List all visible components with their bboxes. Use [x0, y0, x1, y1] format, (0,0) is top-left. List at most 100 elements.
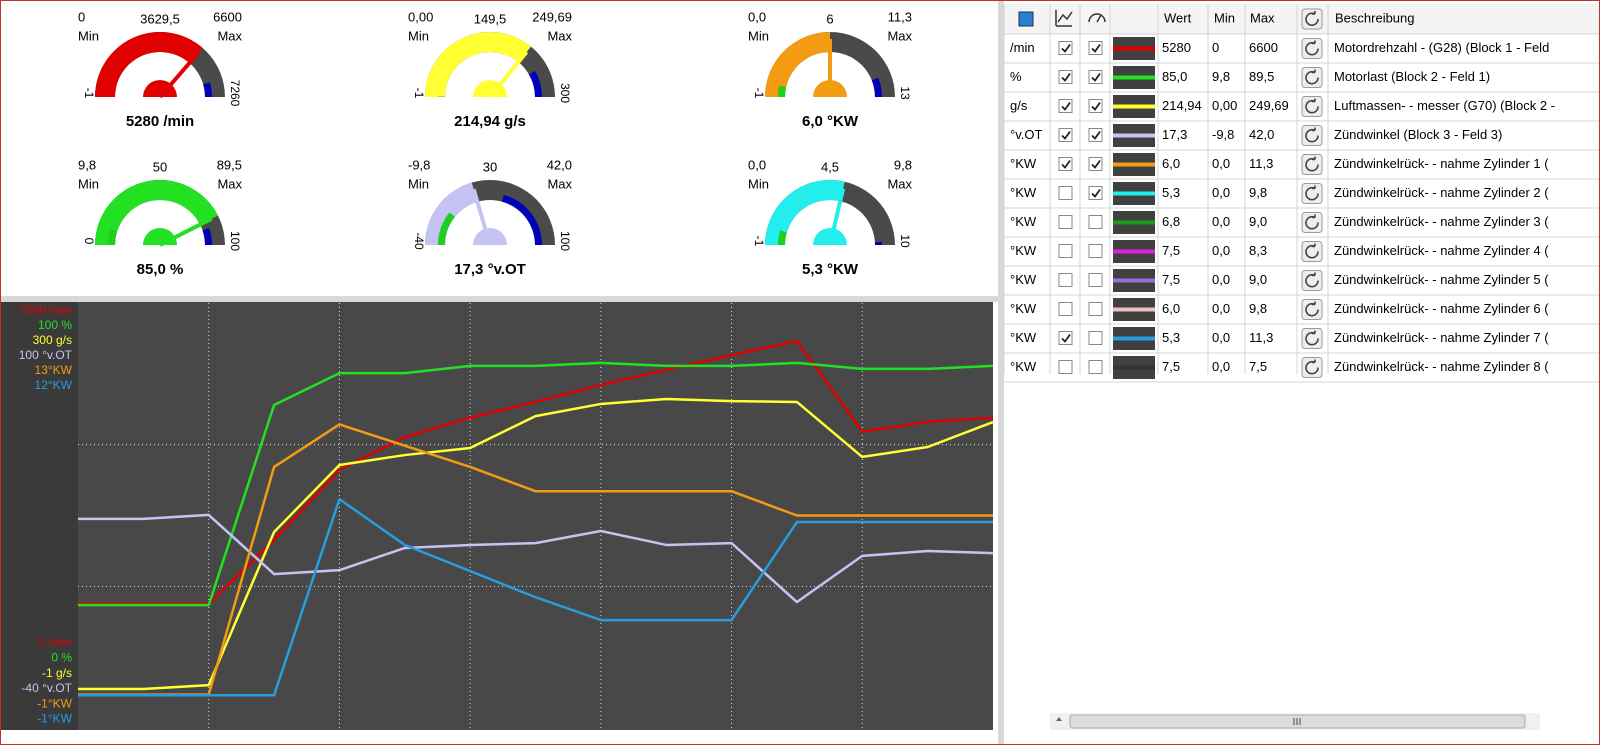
value-cell: 7,5 — [1162, 243, 1180, 258]
max-caption: Max — [217, 28, 242, 43]
gauge-value: 214,94 g/s — [454, 113, 526, 130]
min-cell: 0,0 — [1212, 330, 1230, 345]
scroll-left[interactable] — [1056, 717, 1062, 725]
checkbox[interactable] — [1058, 70, 1073, 84]
reset-button[interactable] — [1301, 183, 1323, 204]
checkbox[interactable] — [1088, 302, 1103, 316]
checkbox[interactable] — [1088, 215, 1103, 229]
scale-end-label: 300 — [558, 83, 572, 103]
checkbox[interactable] — [1058, 215, 1073, 229]
min-caption: Min — [408, 176, 429, 191]
max-label: 42,0 — [547, 157, 572, 172]
color-line — [1113, 133, 1155, 138]
checkbox[interactable] — [1088, 331, 1103, 345]
reset-button[interactable] — [1301, 212, 1323, 233]
reset-button[interactable] — [1301, 154, 1323, 175]
reset-button[interactable] — [1301, 270, 1323, 291]
max-cell: 9,8 — [1249, 185, 1267, 200]
checkbox[interactable] — [1088, 360, 1103, 374]
axis-min-label: -1 g/s — [42, 666, 72, 680]
min-cell: 0 — [1212, 40, 1219, 55]
reset-button[interactable] — [1301, 357, 1323, 378]
unit-cell: °KW — [1010, 214, 1037, 229]
checkbox[interactable] — [1088, 128, 1103, 142]
max-cell: 89,5 — [1249, 69, 1274, 84]
checkbox[interactable] — [1058, 157, 1073, 171]
gauge-value: 5280 /min — [126, 113, 194, 130]
reset-button[interactable] — [1301, 328, 1323, 349]
reset-icon — [1305, 40, 1319, 56]
checkbox[interactable] — [1058, 331, 1073, 345]
reset-button[interactable] — [1301, 67, 1323, 88]
unit-cell: °KW — [1010, 185, 1037, 200]
min-cell: 0,0 — [1212, 214, 1230, 229]
max-label: 249,69 — [532, 9, 572, 24]
reset-button[interactable] — [1301, 38, 1323, 59]
color-line — [1113, 220, 1155, 225]
description-cell: Motordrehzahl - (G28) (Block 1 - Feld — [1334, 40, 1549, 55]
gauge-hub — [813, 228, 847, 245]
scale-start-label: -1 — [412, 88, 426, 99]
color-line — [1113, 249, 1155, 254]
checkbox[interactable] — [1058, 128, 1073, 142]
checkbox[interactable] — [1088, 99, 1103, 113]
description-cell: Zündwinkelrück- - nahme Zylinder 2 ( — [1334, 185, 1549, 200]
description-cell: Motorlast (Block 2 - Feld 1) — [1334, 69, 1490, 84]
scale-end-label: 13 — [898, 86, 912, 100]
checkbox[interactable] — [1058, 273, 1073, 287]
checkbox[interactable] — [1088, 273, 1103, 287]
axis-min-label: -1°KW — [37, 696, 72, 710]
checkbox[interactable] — [1088, 157, 1103, 171]
checkbox[interactable] — [1058, 244, 1073, 258]
description-cell: Zündwinkelrück- - nahme Zylinder 3 ( — [1334, 214, 1549, 229]
min-label: 0,00 — [408, 9, 433, 24]
reset-button[interactable] — [1301, 299, 1323, 320]
checkbox[interactable] — [1088, 244, 1103, 258]
scale-start-label: -40 — [412, 232, 426, 250]
checkmark — [1061, 333, 1071, 343]
reset-icon — [1305, 214, 1319, 230]
description-cell: Zündwinkelrück- - nahme Zylinder 4 ( — [1334, 243, 1549, 258]
checkbox[interactable] — [1088, 41, 1103, 55]
checkbox[interactable] — [1058, 186, 1073, 200]
unit-cell: °KW — [1010, 330, 1037, 345]
min-cell: -9,8 — [1212, 127, 1234, 142]
icon-chart[interactable] — [1055, 10, 1073, 27]
max-caption: Max — [887, 28, 912, 43]
scrollbar — [1050, 713, 1540, 730]
axis-max-label: 100 °v.OT — [19, 348, 73, 362]
checkbox[interactable] — [1058, 302, 1073, 316]
min-cell: 0,0 — [1212, 359, 1230, 374]
value-cell: 7,5 — [1162, 272, 1180, 287]
checkbox[interactable] — [1088, 186, 1103, 200]
gauge-value: 5,3 °KW — [802, 261, 859, 278]
splitter — [998, 0, 1004, 745]
description-cell: Zündwinkel (Block 3 - Feld 3) — [1334, 127, 1502, 142]
min-caption: Min — [78, 176, 99, 191]
min-cell: 9,8 — [1212, 69, 1230, 84]
gauge-value: 6,0 °KW — [802, 113, 859, 130]
reset-icon — [1305, 69, 1319, 85]
value-cell: 6,0 — [1162, 301, 1180, 316]
axis-max-label: 7260 /min — [19, 303, 72, 317]
reset-button[interactable] — [1301, 96, 1323, 117]
reset-button[interactable] — [1301, 125, 1323, 146]
checkbox[interactable] — [1058, 99, 1073, 113]
reset-button[interactable] — [1301, 241, 1323, 262]
series-line — [78, 361, 994, 607]
checkmark — [1061, 43, 1071, 53]
reset-button[interactable] — [1301, 8, 1323, 30]
gauge-max-band — [871, 77, 882, 97]
checkbox[interactable] — [1058, 360, 1073, 374]
max-caption: Max — [547, 28, 572, 43]
mid-label: 6 — [826, 11, 833, 26]
checkbox[interactable] — [1058, 41, 1073, 55]
checkbox[interactable] — [1088, 70, 1103, 84]
scale-start-label: -1 — [82, 88, 96, 99]
max-cell: 11,3 — [1249, 156, 1273, 171]
gauge-fill — [95, 31, 203, 98]
icon-select[interactable] — [1018, 11, 1034, 27]
series-line — [78, 497, 993, 697]
icon-gauge[interactable] — [1088, 13, 1106, 23]
checkmark — [1091, 43, 1101, 53]
